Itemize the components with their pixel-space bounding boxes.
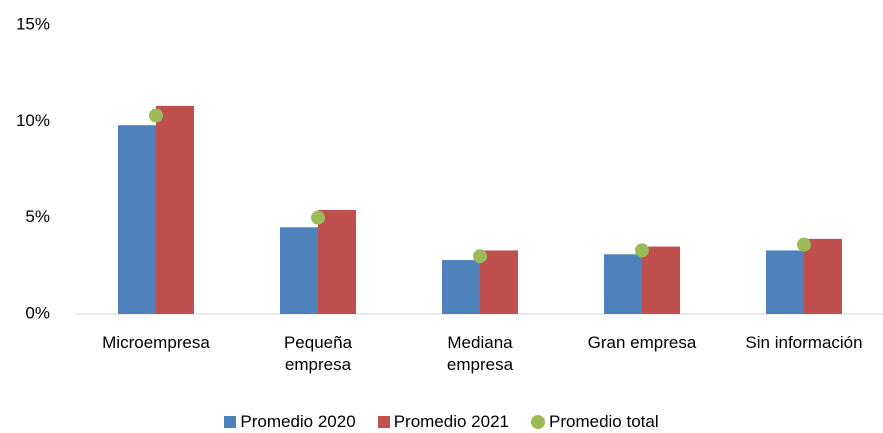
x-tick-label: Pequeña empresa	[283, 333, 353, 374]
legend-label: Promedio total	[549, 412, 659, 431]
x-tick-label: Gran empresa	[587, 333, 697, 352]
dot	[149, 108, 163, 123]
legend-swatch	[377, 416, 390, 428]
y-tick-label: 0%	[25, 303, 50, 322]
legend-label: Promedio 2021	[393, 412, 509, 431]
bar	[442, 260, 480, 314]
legend-label: Promedio 2020	[240, 412, 356, 431]
legend: Promedio 2020 Promedio 2021 Promedio total	[0, 412, 883, 432]
legend-item: Promedio total	[531, 412, 659, 432]
bar	[642, 246, 680, 314]
bar	[766, 250, 804, 314]
bar	[318, 209, 356, 314]
bar	[280, 227, 318, 314]
dot	[797, 237, 811, 252]
y-tick-label: 5%	[25, 207, 50, 226]
y-tick-label: 15%	[16, 14, 50, 33]
legend-item: Promedio 2020	[224, 412, 356, 432]
x-tick-label: Mediana empresa	[446, 333, 514, 374]
dot	[311, 210, 325, 225]
bar	[604, 254, 642, 314]
legend-item: Promedio 2021	[377, 412, 509, 432]
bar	[480, 250, 518, 314]
x-tick-label: Microempresa	[102, 333, 210, 352]
legend-swatch	[224, 416, 237, 428]
bar	[156, 105, 194, 314]
dot	[635, 243, 649, 258]
dot	[473, 249, 487, 264]
bar	[804, 238, 842, 314]
x-tick-label: Sin información	[745, 333, 863, 352]
legend-swatch	[531, 415, 545, 429]
bar	[118, 125, 156, 314]
y-tick-label: 10%	[16, 111, 50, 130]
